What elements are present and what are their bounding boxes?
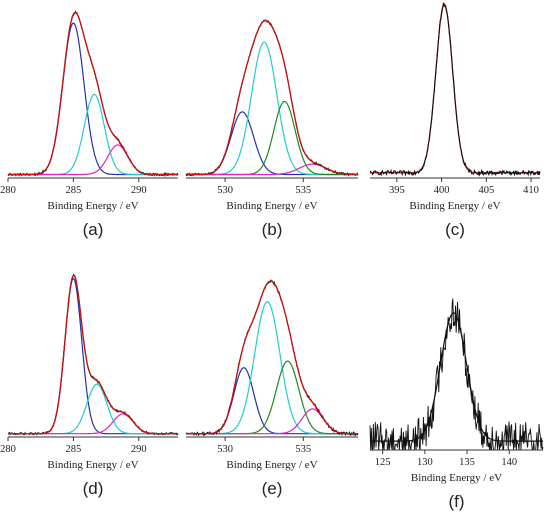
panel-label: (b) xyxy=(262,220,283,239)
measured-spectrum xyxy=(185,19,359,177)
measured-spectrum xyxy=(369,2,541,177)
fitted-envelope xyxy=(8,11,178,176)
x-axis-label: Binding Energy / eV xyxy=(47,200,138,212)
component-peak-1 xyxy=(370,3,540,174)
x-axis-label: Binding Energy / eV xyxy=(226,459,317,471)
measured-spectrum xyxy=(7,273,179,436)
x-tick-label: 535 xyxy=(295,185,311,196)
x-tick-label: 130 xyxy=(417,457,433,468)
panel-label: (e) xyxy=(262,479,283,498)
x-tick-label: 395 xyxy=(389,185,405,196)
x-tick-label: 290 xyxy=(131,444,147,455)
x-tick-label: 530 xyxy=(217,444,233,455)
component-peak-2 xyxy=(186,41,358,176)
measured-spectrum xyxy=(185,279,359,437)
x-tick-label: 280 xyxy=(0,185,16,196)
panel-label: (c) xyxy=(445,220,465,239)
x-tick-label: 285 xyxy=(66,185,82,196)
panel-3: 395 400 405 410 Binding Energy / eV (c) xyxy=(369,2,541,239)
measured-spectrum xyxy=(369,298,544,452)
component-peak-2 xyxy=(186,301,358,435)
fitted-envelope xyxy=(186,20,359,176)
component-peak-2 xyxy=(8,383,178,435)
component-peak-1 xyxy=(8,278,178,435)
fitted-envelope xyxy=(186,280,358,435)
component-peak-2 xyxy=(8,93,178,176)
component-peak-3 xyxy=(186,100,358,176)
x-axis-label: Binding Energy / eV xyxy=(411,472,502,484)
panel-2: 530 535 Binding Energy / eV (b) xyxy=(185,19,359,239)
x-tick-label: 405 xyxy=(478,185,494,196)
panel-label: (a) xyxy=(83,220,104,239)
measured-spectrum xyxy=(7,10,179,178)
panel-4: 280 285 290 Binding Energy / eV (d) xyxy=(0,273,179,498)
x-tick-label: 285 xyxy=(66,444,82,455)
component-peak-1 xyxy=(186,367,358,435)
fitted-envelope xyxy=(8,274,178,435)
component-peak-1 xyxy=(186,111,358,176)
x-tick-label: 410 xyxy=(523,185,539,196)
x-axis-label: Binding Energy / eV xyxy=(409,200,500,212)
panel-5: 530 535 Binding Energy / eV (e) xyxy=(185,279,359,498)
x-axis-label: Binding Energy / eV xyxy=(47,459,138,471)
panel-6: 125 130 135 140 Binding Energy / eV (f) xyxy=(369,298,544,511)
x-tick-label: 140 xyxy=(501,457,517,468)
x-tick-label: 530 xyxy=(217,185,233,196)
component-peak-1 xyxy=(8,22,178,176)
panel-label: (d) xyxy=(83,479,104,498)
panel-1: 280 285 290 Binding Energy / eV (a) xyxy=(0,10,179,239)
x-tick-label: 280 xyxy=(0,444,16,455)
x-tick-label: 290 xyxy=(131,185,147,196)
x-tick-label: 535 xyxy=(295,444,311,455)
x-axis-label: Binding Energy / eV xyxy=(226,200,317,212)
x-tick-label: 125 xyxy=(375,457,391,468)
x-tick-label: 135 xyxy=(459,457,475,468)
panel-label: (f) xyxy=(448,492,464,511)
x-tick-label: 400 xyxy=(434,185,450,196)
component-peak-3 xyxy=(186,360,358,435)
